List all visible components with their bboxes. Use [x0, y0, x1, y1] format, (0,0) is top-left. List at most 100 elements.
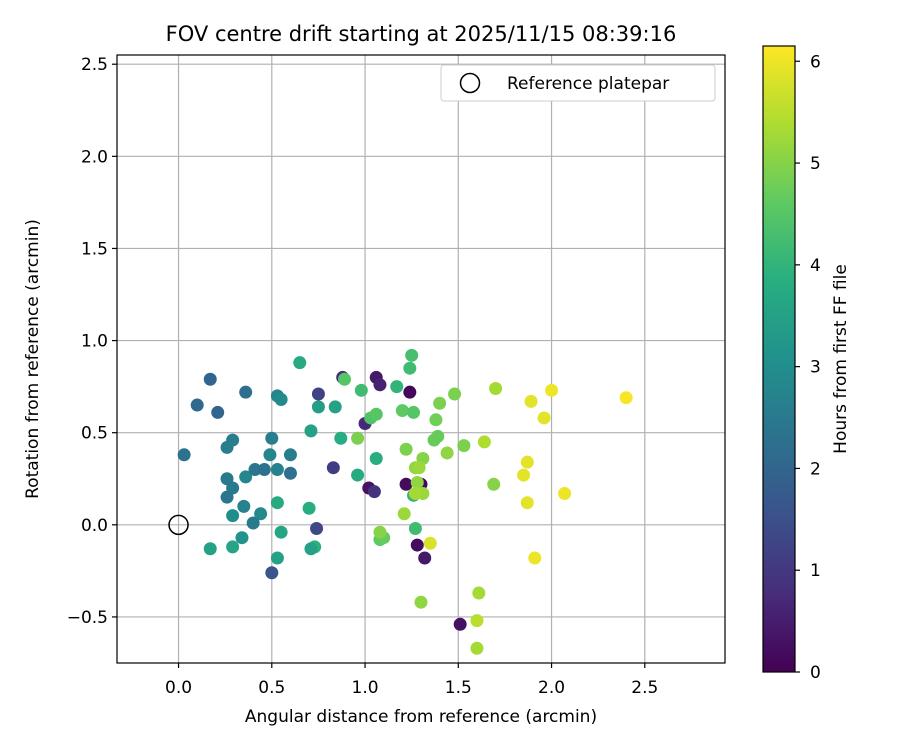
scatter-point	[270, 551, 284, 565]
scatter-point	[283, 448, 297, 462]
y-axis-ticks: −0.5 0.0 0.5 1.0 1.5 2.0 2.5	[67, 55, 117, 628]
scatter-point	[326, 461, 340, 475]
scatter-point	[418, 551, 432, 565]
scatter-point	[310, 522, 324, 536]
scatter-point	[254, 507, 268, 521]
legend-marker-reference	[459, 72, 481, 94]
scatter-point	[373, 525, 387, 539]
scatter-point	[239, 385, 253, 399]
scatter-point	[302, 501, 316, 515]
scatter-point	[524, 394, 538, 408]
scatter-point	[190, 398, 204, 412]
colorbar-frame	[762, 45, 796, 673]
scatter-point	[203, 372, 217, 386]
scatter-point	[263, 448, 277, 462]
y-tick-label: 2.0	[81, 147, 108, 167]
scatter-point	[423, 536, 437, 550]
scatter-point	[619, 391, 633, 405]
y-tick-label: 1.5	[81, 239, 108, 259]
y-tick-label: 1.0	[81, 332, 108, 352]
x-axis-ticks: 0.0 0.5 1.0 1.5 2.0 2.5	[165, 663, 658, 698]
colorbar-tick-label: 4	[810, 256, 821, 276]
scatter-point	[226, 540, 240, 554]
plot-frame	[116, 54, 726, 664]
scatter-point	[226, 509, 240, 523]
scatter-point	[235, 531, 249, 545]
colorbar-label: Hours from first FF file	[831, 264, 851, 454]
scatter-point	[408, 486, 422, 500]
scatter-point	[265, 431, 279, 445]
colorbar-ticks: 0 1 2 3 4 5 6	[795, 52, 821, 683]
scatter-point	[470, 614, 484, 628]
scatter-point	[304, 542, 318, 556]
scatter-point	[412, 461, 426, 475]
scatter-point	[410, 475, 424, 489]
scatter-point	[407, 405, 421, 419]
scatter-point	[211, 405, 225, 419]
y-tick-label: 0.0	[81, 516, 108, 536]
x-tick-label: 1.5	[445, 678, 472, 698]
scatter-point	[369, 407, 383, 421]
y-tick-label: 2.5	[81, 55, 108, 75]
grid	[117, 55, 725, 663]
scatter-point	[177, 448, 191, 462]
scatter-point	[472, 586, 486, 600]
scatter-point	[537, 411, 551, 425]
scatter-point	[367, 485, 381, 499]
scatter-point	[220, 440, 234, 454]
x-tick-label: 1.0	[352, 678, 379, 698]
x-tick-label: 2.0	[538, 678, 565, 698]
scatter-point	[265, 566, 279, 580]
scatter-point	[431, 429, 445, 443]
scatter-point	[203, 542, 217, 556]
scatter-point	[248, 463, 262, 477]
scatter-point	[369, 451, 383, 465]
x-tick-label: 0.5	[258, 678, 285, 698]
scatter-point	[403, 361, 417, 375]
scatter-point	[373, 378, 387, 392]
scatter-point	[545, 383, 559, 397]
scatter-point	[390, 380, 404, 394]
scatter-point	[274, 393, 288, 407]
scatter-point	[351, 468, 365, 482]
scatter-point	[270, 496, 284, 510]
scatter-point	[304, 424, 318, 438]
y-tick-label: −0.5	[67, 608, 108, 628]
scatter-points	[177, 348, 633, 655]
scatter-point	[440, 446, 454, 460]
scatter-point	[239, 470, 253, 484]
scatter-point	[274, 525, 288, 539]
scatter-point	[433, 396, 447, 410]
colorbar-tick-label: 6	[810, 52, 821, 72]
scatter-point	[354, 383, 368, 397]
reference-platepar-marker	[168, 514, 189, 536]
colorbar-tick-label: 1	[810, 561, 821, 581]
y-axis-label: Rotation from reference (arcmin)	[23, 219, 43, 499]
scatter-point	[399, 442, 413, 456]
plot-background	[117, 55, 725, 663]
scatter-point	[429, 413, 443, 427]
scatter-point	[528, 551, 542, 565]
scatter-point	[351, 431, 365, 445]
scatter-point	[246, 516, 260, 530]
y-tick-label: 0.5	[81, 424, 108, 444]
colorbar-tick-label: 3	[810, 358, 821, 378]
colorbar-tick-label: 0	[810, 663, 821, 683]
scatter-point	[334, 431, 348, 445]
x-axis-label: Angular distance from reference (arcmin)	[245, 707, 597, 727]
scatter-point	[311, 387, 325, 401]
scatter-point	[237, 499, 251, 513]
x-tick-label: 0.0	[165, 678, 192, 698]
scatter-point	[453, 617, 467, 631]
scatter-point	[489, 381, 503, 395]
scatter-point	[328, 400, 342, 414]
colorbar-gradient	[763, 46, 795, 672]
scatter-point	[270, 463, 284, 477]
scatter-point	[520, 496, 534, 510]
colorbar: 0 1 2 3 4 5 6 Hours from first FF file	[762, 45, 851, 683]
colorbar-tick-label: 2	[810, 459, 821, 479]
scatter-point	[558, 486, 572, 500]
scatter-point	[311, 400, 325, 414]
plot-area: 0.0 0.5 1.0 1.5 2.0 2.5 −0.5 0.0 0.5 1.0 1.5 2.0 2.…	[67, 54, 726, 698]
